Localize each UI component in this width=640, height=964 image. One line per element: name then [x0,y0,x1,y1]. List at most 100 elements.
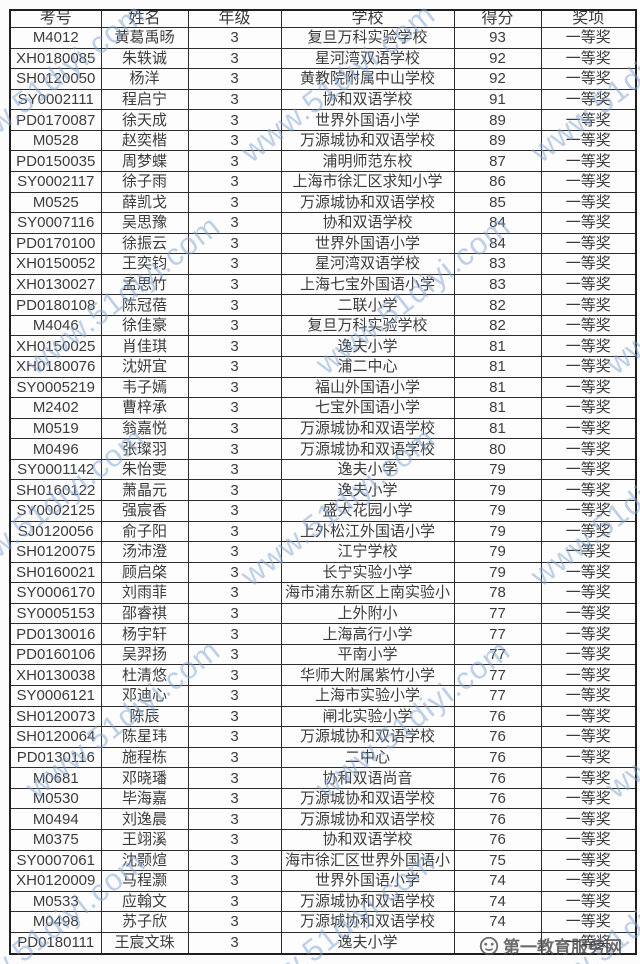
table-row: SH0120073 陈辰 3 闸北实验小学 76 一等奖 [9,705,637,728]
cell-score: 79 [453,499,542,522]
cell-school: 上海七宝外国语小学 [280,273,455,296]
table-row: SY0002111 程启宁 3 协和双语学校 91 一等奖 [9,88,637,111]
cell-award: 一等奖 [540,705,637,728]
cell-exam-no: M0375 [9,828,102,851]
table-row: M4046 徐佳豪 3 复旦万科实验学校 82 一等奖 [9,314,637,337]
cell-exam-no: PD0180108 [9,294,102,316]
table-row: M0525 薛凯戈 3 万源城协和双语学校 85 一等奖 [9,191,637,214]
cell-grade: 3 [187,253,282,275]
cell-name: 王翊溪 [100,828,189,851]
table-row: M0533 应翰文 3 万源城协和双语学校 74 一等奖 [9,890,637,913]
cell-school: 闸北实验小学 [280,705,455,728]
column-header-school: 学校 [280,9,455,28]
table-row: SH0120050 杨洋 3 黄教院附属中山学校 92 一等奖 [9,68,637,90]
cell-award: 一等奖 [540,541,637,563]
cell-school: 世界外国语小学 [280,109,455,131]
table-row: XH0150052 王奕钧 3 星河湾双语学校 83 一等奖 [9,253,637,275]
cell-grade: 3 [187,582,282,604]
cell-school: 协和双语学校 [280,88,455,111]
cell-name: 杨洋 [100,68,189,90]
cell-school: 七宝外国语小学 [280,397,455,419]
cell-score: 89 [453,129,542,152]
cell-grade: 3 [187,541,282,563]
cell-grade: 3 [187,68,282,90]
cell-award: 一等奖 [540,828,637,851]
cell-score: 81 [453,397,542,419]
cell-exam-no: M4046 [9,314,102,337]
cell-name: 程启宁 [100,88,189,111]
cell-school: 协和双语尚音 [280,767,455,789]
cell-grade: 3 [187,170,282,193]
cell-grade: 3 [187,273,282,296]
cell-name: 萧晶元 [100,479,189,501]
cell-grade: 3 [187,849,282,872]
cell-school: 海市浦东新区上南实验小 [280,582,455,604]
cell-score: 76 [453,746,542,769]
table-row: SY0007116 吴思豫 3 协和双语学校 84 一等奖 [9,212,637,234]
cell-award: 一等奖 [540,170,637,193]
cell-score: 82 [453,294,542,316]
cell-grade: 3 [187,705,282,728]
cell-exam-no: SY0007116 [9,212,102,234]
cell-award: 一等奖 [540,438,637,460]
cell-exam-no: SH0160122 [9,479,102,501]
cell-school: 华师大附属紫竹小学 [280,664,455,686]
cell-name: 汤沛澄 [100,541,189,563]
cell-school: 上海高行小学 [280,623,455,645]
cell-award: 一等奖 [540,911,637,933]
cell-school: 万源城协和双语学校 [280,129,455,152]
cell-award: 一等奖 [540,561,637,584]
cell-exam-no: M0498 [9,911,102,933]
cell-school: 万源城协和双语学校 [280,787,455,810]
cell-name: 周梦蝶 [100,150,189,172]
cell-school: 上海市实验小学 [280,685,455,707]
cell-exam-no: XH0130038 [9,664,102,686]
table-row: SY0007061 沈颢煊 3 海市徐汇区世界外国语小 75 一等奖 [9,849,637,872]
cell-school: 平南小学 [280,643,455,666]
cell-score: 81 [453,417,542,440]
cell-exam-no: M0533 [9,890,102,913]
cell-grade: 3 [187,561,282,584]
cell-name: 刘逸晨 [100,808,189,830]
table-row: SY0006170 刘雨菲 3 海市浦东新区上南实验小 78 一等奖 [9,582,637,604]
table-row: M0496 张璨羽 3 万源城协和双语学校 80 一等奖 [9,438,637,460]
table-row: M0681 邓晓璠 3 协和双语尚音 76 一等奖 [9,767,637,789]
cell-score: 79 [453,458,542,481]
cell-score: 80 [453,438,542,460]
cell-award: 一等奖 [540,397,637,419]
cell-grade: 3 [187,520,282,543]
cell-award: 一等奖 [540,849,637,872]
cell-award: 一等奖 [540,314,637,337]
cell-exam-no: PD0180111 [9,931,102,955]
cell-grade: 3 [187,232,282,255]
cell-award: 一等奖 [540,746,637,769]
table-row: SY0002125 强宸香 3 盛大花园小学 79 一等奖 [9,499,637,522]
cell-score: 77 [453,664,542,686]
cell-exam-no: PD0160106 [9,643,102,666]
cell-award: 一等奖 [540,253,637,275]
cell-score: 74 [453,911,542,933]
cell-school: 协和双语学校 [280,828,455,851]
cell-school: 盛大花园小学 [280,499,455,522]
cell-score: 83 [453,253,542,275]
cell-school: 逸夫小学 [280,479,455,501]
cell-exam-no: SH0120075 [9,541,102,563]
cell-exam-no: SY0001142 [9,458,102,481]
cell-score: 82 [453,314,542,337]
cell-school: 黄教院附属中山学校 [280,68,455,90]
cell-exam-no: M0496 [9,438,102,460]
cell-name: 毕海嘉 [100,787,189,810]
table-row: PD0170100 徐振云 3 世界外国语小学 84 一等奖 [9,232,637,255]
cell-award: 一等奖 [540,68,637,90]
cell-school: 二联小学 [280,294,455,316]
cell-school: 江宁学校 [280,541,455,563]
table-row: XH0120009 马程灏 3 世界外国语小学 74 一等奖 [9,870,637,892]
cell-name: 俞子阳 [100,520,189,543]
cell-name: 苏子欣 [100,911,189,933]
cell-school: 福山外国语小学 [280,376,455,399]
table-row: SY0001142 朱怡雯 3 逸夫小学 79 一等奖 [9,458,637,481]
cell-award: 一等奖 [540,47,637,70]
cell-exam-no: SY0005219 [9,376,102,399]
cell-exam-no: XH0130027 [9,273,102,296]
cell-school: 星河湾双语学校 [280,253,455,275]
